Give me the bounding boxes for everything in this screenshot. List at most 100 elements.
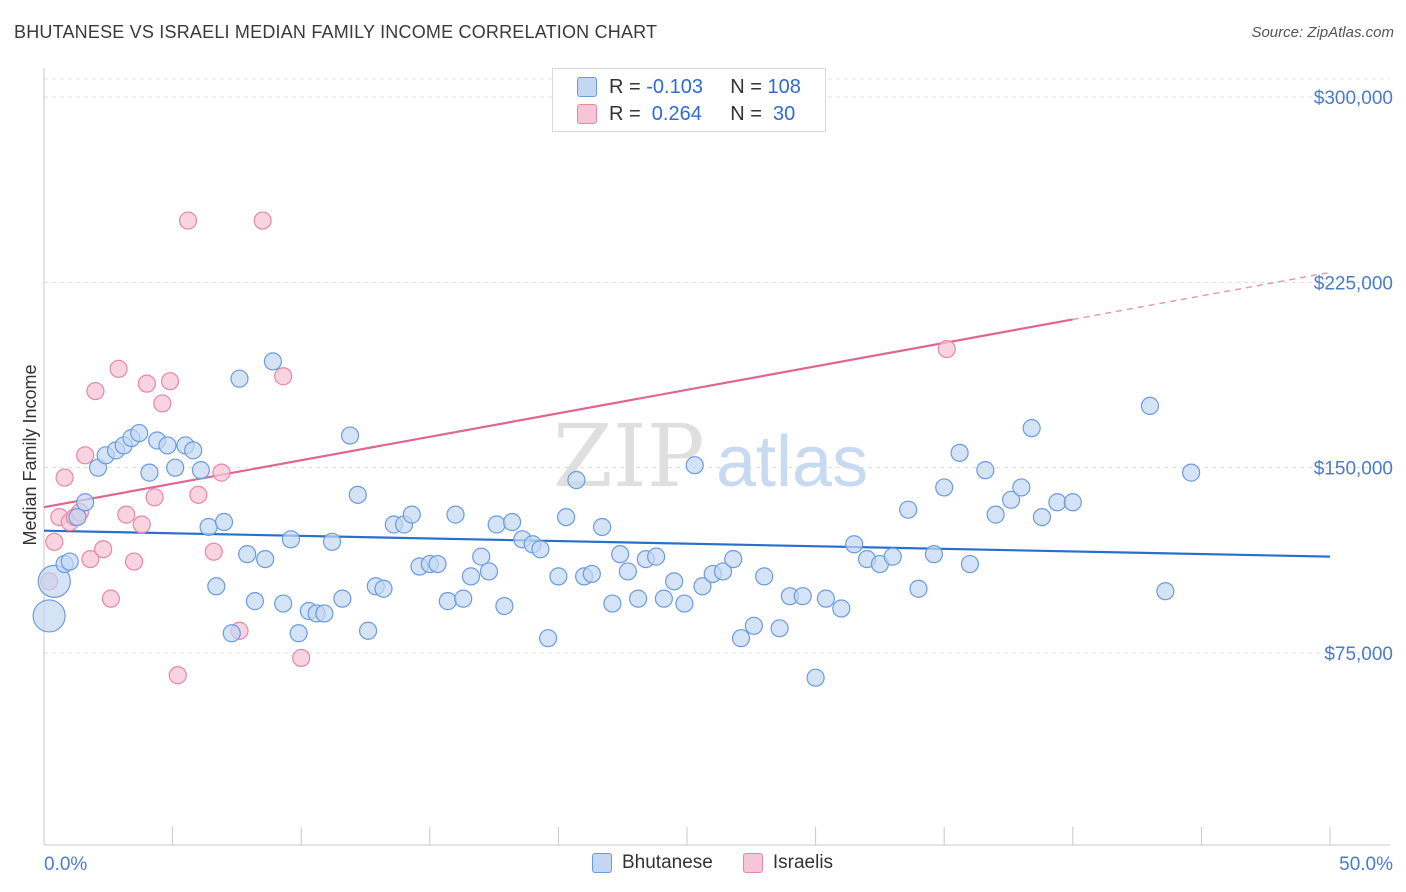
bhutanese-point [76, 493, 95, 512]
bhutanese-point [806, 668, 825, 687]
israelis-point [55, 468, 74, 487]
y-tick-label: $150,000 [1314, 459, 1393, 480]
legend-r-value: 0.264 [646, 102, 702, 125]
bhutanese-point [713, 562, 733, 581]
bhutanese-point [274, 594, 293, 613]
israelis-point [212, 463, 231, 482]
watermark-zip: ZIP [553, 407, 705, 507]
legend-swatch-pink [577, 104, 597, 124]
bhutanese-point [935, 478, 954, 497]
bhutanese-point [629, 589, 648, 608]
bhutanese-point [191, 461, 210, 480]
legend-r-value: -0.103 [646, 75, 703, 98]
legend-box: R = -0.103 N = 108 R = 0.264 N = 30 [552, 68, 826, 132]
bottom-legend: Bhutanese Israelis [592, 852, 863, 874]
bhutanese-point [130, 423, 149, 443]
bhutanese-point [770, 619, 789, 638]
bottom-legend-label: Israelis [772, 852, 834, 873]
bottom-swatch-pink [742, 853, 763, 873]
bhutanese-point [693, 577, 712, 596]
bhutanese-point [461, 567, 481, 586]
bhutanese-point [603, 594, 622, 613]
legend-n-label: N = [730, 102, 762, 125]
bottom-legend-bhutanese[interactable]: Bhutanese [592, 852, 713, 874]
bottom-legend-label: Bhutanese [622, 852, 713, 873]
israelis-point [153, 394, 172, 413]
bhutanese-point [446, 505, 465, 524]
israelis-point [178, 211, 198, 230]
bhutanese-point [340, 426, 360, 445]
bhutanese-point [1140, 396, 1160, 415]
bhutanese-point [503, 512, 522, 532]
bhutanese-point [724, 549, 743, 569]
bhutanese-point [184, 441, 203, 460]
bhutanese-point [845, 535, 864, 554]
bhutanese-point [618, 562, 637, 581]
bhutanese-point [37, 564, 71, 598]
legend-row-bhutanese: R = -0.103 N = 108 [577, 75, 801, 99]
bhutanese-point [816, 589, 835, 608]
bhutanese-points [32, 352, 1201, 687]
bhutanese-point [755, 567, 774, 586]
legend-n-label: N = [730, 75, 762, 98]
israelis-point [189, 485, 208, 504]
israelis-point [132, 515, 151, 534]
bhutanese-trend-line [43, 529, 1331, 558]
bhutanese-point [1048, 493, 1067, 512]
x-tick-label: 50.0% [1339, 854, 1393, 875]
legend-row-israelis: R = 0.264 N = 30 [577, 102, 795, 126]
israelis-point [168, 666, 187, 685]
bhutanese-point [428, 554, 447, 574]
israelis-point [109, 359, 128, 378]
bhutanese-point [1032, 507, 1052, 527]
watermark-atlas: atlas [716, 422, 868, 502]
israelis-point [145, 488, 164, 507]
bhutanese-point [281, 530, 301, 549]
y-tick-label: $225,000 [1314, 273, 1393, 294]
israelis-point [117, 505, 136, 524]
bhutanese-point [245, 592, 265, 611]
legend-swatch-blue [577, 77, 597, 97]
bottom-legend-israelis[interactable]: Israelis [742, 852, 834, 874]
bhutanese-point [654, 589, 673, 608]
bhutanese-point [1022, 419, 1041, 438]
bhutanese-point [675, 594, 694, 613]
bhutanese-point [731, 629, 751, 648]
chart-title: BHUTANESE VS ISRAELI MEDIAN FAMILY INCOM… [14, 22, 658, 42]
bhutanese-point [256, 549, 275, 569]
bhutanese-point [744, 616, 763, 635]
bhutanese-point [348, 485, 367, 504]
bhutanese-point [263, 352, 283, 371]
bhutanese-point [567, 470, 586, 490]
bhutanese-point [549, 567, 568, 586]
bhutanese-point [539, 629, 558, 648]
bhutanese-point [68, 507, 87, 527]
bhutanese-point [960, 554, 980, 574]
source-note: Source: ZipAtlas.com [1251, 24, 1394, 41]
israelis-point [86, 381, 105, 401]
bhutanese-point [140, 463, 159, 482]
bhutanese-point [832, 599, 851, 618]
bhutanese-point [333, 589, 352, 608]
bhutanese-point [986, 505, 1005, 524]
israelis-point [94, 540, 113, 559]
bottom-swatch-blue [592, 853, 612, 873]
bhutanese-point [158, 436, 177, 455]
bhutanese-point [976, 461, 995, 480]
bhutanese-point [32, 599, 66, 633]
israelis-point [81, 549, 100, 569]
y-tick-label: $300,000 [1314, 88, 1393, 109]
bhutanese-point [909, 579, 928, 598]
bhutanese-point [685, 456, 704, 475]
israelis-point [160, 372, 180, 391]
israelis-point [124, 552, 144, 571]
bhutanese-point [531, 540, 550, 559]
israelis-point [76, 446, 95, 465]
bhutanese-point [472, 547, 491, 566]
bhutanese-point [454, 589, 473, 608]
bhutanese-point [487, 515, 506, 534]
bhutanese-point [557, 507, 576, 527]
bhutanese-point [611, 545, 630, 564]
bhutanese-point [222, 624, 241, 643]
legend-n-value: 108 [767, 75, 801, 98]
